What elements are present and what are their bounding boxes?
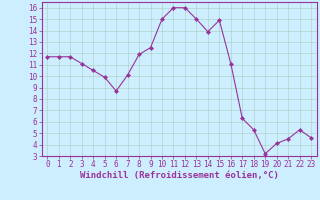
X-axis label: Windchill (Refroidissement éolien,°C): Windchill (Refroidissement éolien,°C) (80, 171, 279, 180)
